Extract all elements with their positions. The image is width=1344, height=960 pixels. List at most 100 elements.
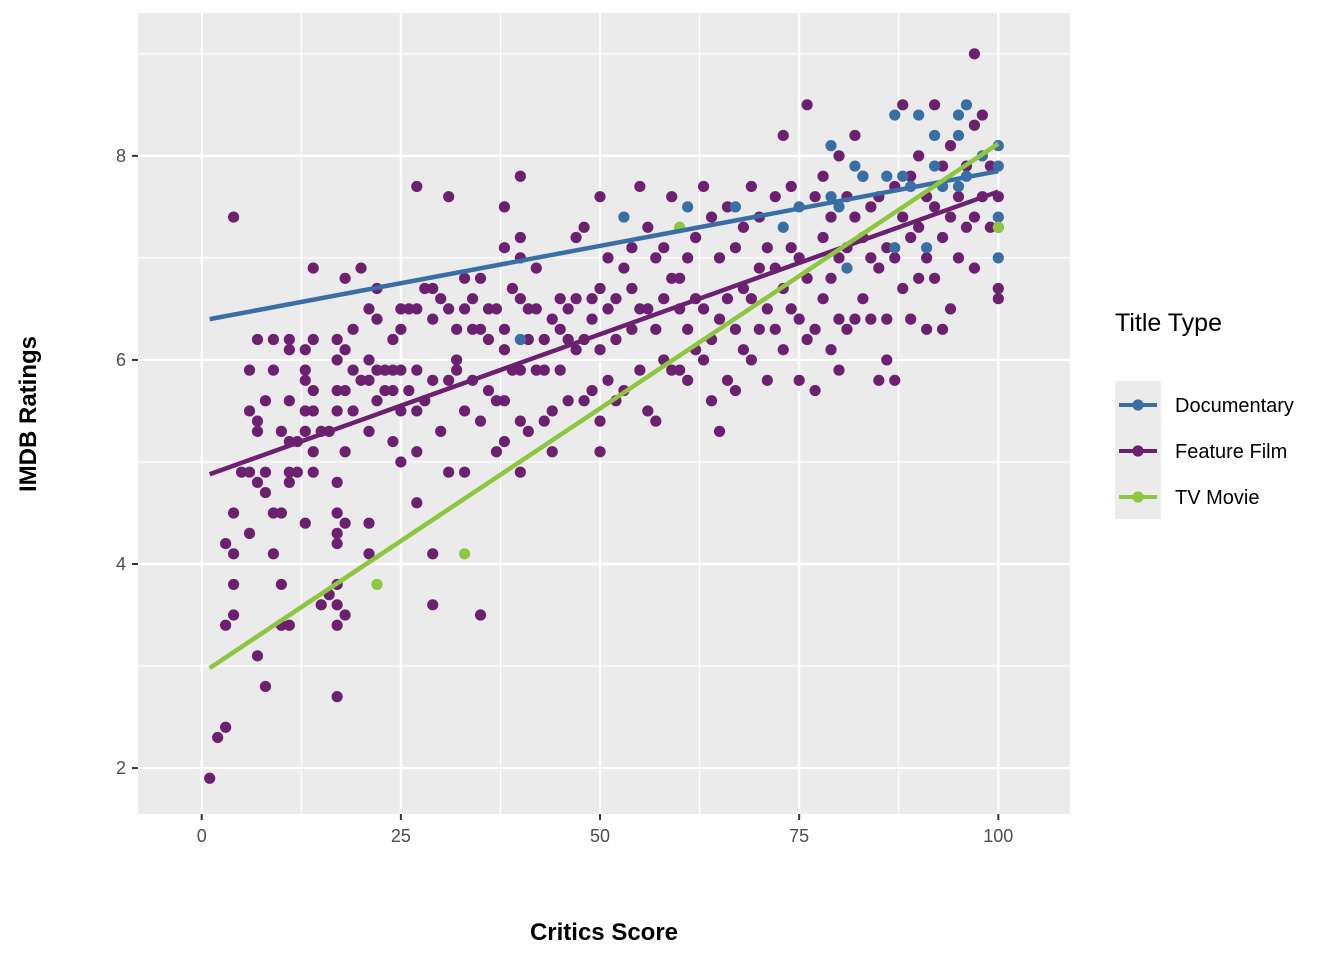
point-documentary bbox=[928, 129, 941, 142]
point-feature-film bbox=[928, 99, 941, 111]
point-feature-film bbox=[427, 313, 439, 325]
x-tick-label: 75 bbox=[789, 826, 809, 846]
point-feature-film bbox=[251, 333, 264, 346]
point-documentary bbox=[833, 201, 845, 213]
point-feature-film bbox=[227, 578, 240, 591]
point-documentary bbox=[618, 211, 630, 223]
point-feature-film bbox=[427, 548, 439, 560]
point-feature-film bbox=[307, 262, 319, 274]
point-feature-film bbox=[833, 364, 845, 376]
point-feature-film bbox=[809, 191, 821, 203]
point-feature-film bbox=[443, 191, 455, 203]
point-feature-film bbox=[817, 170, 829, 182]
point-feature-film bbox=[299, 344, 311, 356]
point-feature-film bbox=[451, 354, 463, 366]
point-feature-film bbox=[666, 191, 678, 203]
y-tick-label: 6 bbox=[116, 350, 126, 370]
point-feature-film bbox=[753, 323, 765, 335]
trend-line-documentary bbox=[209, 168, 999, 322]
point-feature-film bbox=[674, 272, 686, 284]
point-feature-film bbox=[363, 354, 375, 366]
point-feature-film bbox=[227, 507, 240, 519]
point-feature-film bbox=[897, 211, 909, 223]
point-feature-film bbox=[936, 231, 949, 244]
point-feature-film bbox=[482, 303, 495, 315]
legend-item-documentary: Documentary bbox=[1119, 395, 1294, 417]
point-feature-film bbox=[897, 282, 909, 295]
point-feature-film bbox=[490, 303, 503, 315]
point-feature-film bbox=[243, 527, 256, 539]
point-documentary bbox=[881, 170, 893, 182]
point-feature-film bbox=[482, 384, 495, 397]
point-feature-film bbox=[243, 364, 256, 376]
point-feature-film bbox=[889, 252, 901, 264]
point-feature-film bbox=[347, 405, 359, 417]
point-feature-film bbox=[466, 293, 479, 305]
point-feature-film bbox=[514, 364, 526, 376]
point-feature-film bbox=[610, 293, 622, 305]
point-feature-film bbox=[411, 405, 423, 417]
point-feature-film bbox=[849, 129, 861, 142]
point-feature-film bbox=[371, 313, 383, 325]
point-feature-film bbox=[618, 262, 630, 274]
point-feature-film bbox=[554, 293, 566, 305]
point-feature-film bbox=[530, 364, 542, 376]
point-feature-film bbox=[841, 323, 853, 335]
point-documentary bbox=[889, 242, 901, 254]
point-feature-film bbox=[809, 323, 821, 335]
legend-key-point bbox=[1132, 491, 1144, 503]
x-axis: 0 25 50 75 100 bbox=[197, 814, 1013, 846]
point-feature-film bbox=[817, 231, 829, 244]
point-feature-film bbox=[331, 537, 343, 550]
point-feature-film bbox=[833, 150, 845, 162]
point-feature-film bbox=[522, 425, 534, 437]
point-feature-film bbox=[530, 262, 542, 274]
point-feature-film bbox=[339, 609, 351, 621]
point-feature-film bbox=[865, 313, 877, 325]
point-feature-film bbox=[809, 384, 821, 397]
legend-label: Feature Film bbox=[1175, 441, 1287, 463]
point-feature-film bbox=[984, 221, 996, 233]
point-feature-film bbox=[363, 425, 375, 437]
point-feature-film bbox=[857, 293, 869, 305]
point-feature-film bbox=[705, 211, 718, 223]
point-feature-film bbox=[259, 466, 272, 478]
point-feature-film bbox=[490, 446, 503, 458]
point-feature-film bbox=[363, 374, 375, 386]
x-tick-label: 50 bbox=[590, 826, 610, 846]
point-feature-film bbox=[267, 507, 280, 519]
point-feature-film bbox=[331, 507, 343, 519]
point-feature-film bbox=[634, 364, 646, 376]
point-feature-film bbox=[913, 150, 925, 162]
point-feature-film bbox=[801, 333, 813, 346]
point-feature-film bbox=[594, 415, 606, 427]
point-feature-film bbox=[498, 344, 511, 356]
point-feature-film bbox=[697, 303, 710, 315]
legend-items: Documentary Feature Film TV Movie bbox=[1119, 395, 1294, 509]
point-feature-film bbox=[865, 201, 877, 213]
point-feature-film bbox=[984, 160, 996, 172]
point-feature-film bbox=[578, 395, 590, 407]
point-feature-film bbox=[339, 272, 351, 284]
point-feature-film bbox=[371, 395, 383, 407]
point-feature-film bbox=[626, 242, 638, 254]
point-feature-film bbox=[331, 691, 343, 703]
point-documentary bbox=[992, 160, 1004, 172]
point-feature-film bbox=[602, 374, 614, 386]
point-feature-film bbox=[331, 619, 343, 631]
point-feature-film bbox=[363, 303, 375, 315]
point-feature-film bbox=[713, 425, 726, 437]
point-feature-film bbox=[411, 364, 423, 376]
point-feature-film bbox=[307, 466, 319, 478]
point-feature-film bbox=[395, 323, 407, 335]
point-feature-film bbox=[307, 446, 319, 458]
point-feature-film bbox=[355, 374, 367, 386]
point-feature-film bbox=[363, 548, 375, 560]
point-documentary bbox=[857, 170, 869, 182]
trend-line-feature-film bbox=[208, 189, 1000, 477]
point-feature-film bbox=[594, 344, 606, 356]
point-documentary bbox=[897, 170, 909, 182]
point-documentary bbox=[921, 242, 933, 254]
point-feature-film bbox=[936, 323, 949, 335]
data-points bbox=[204, 48, 1004, 784]
